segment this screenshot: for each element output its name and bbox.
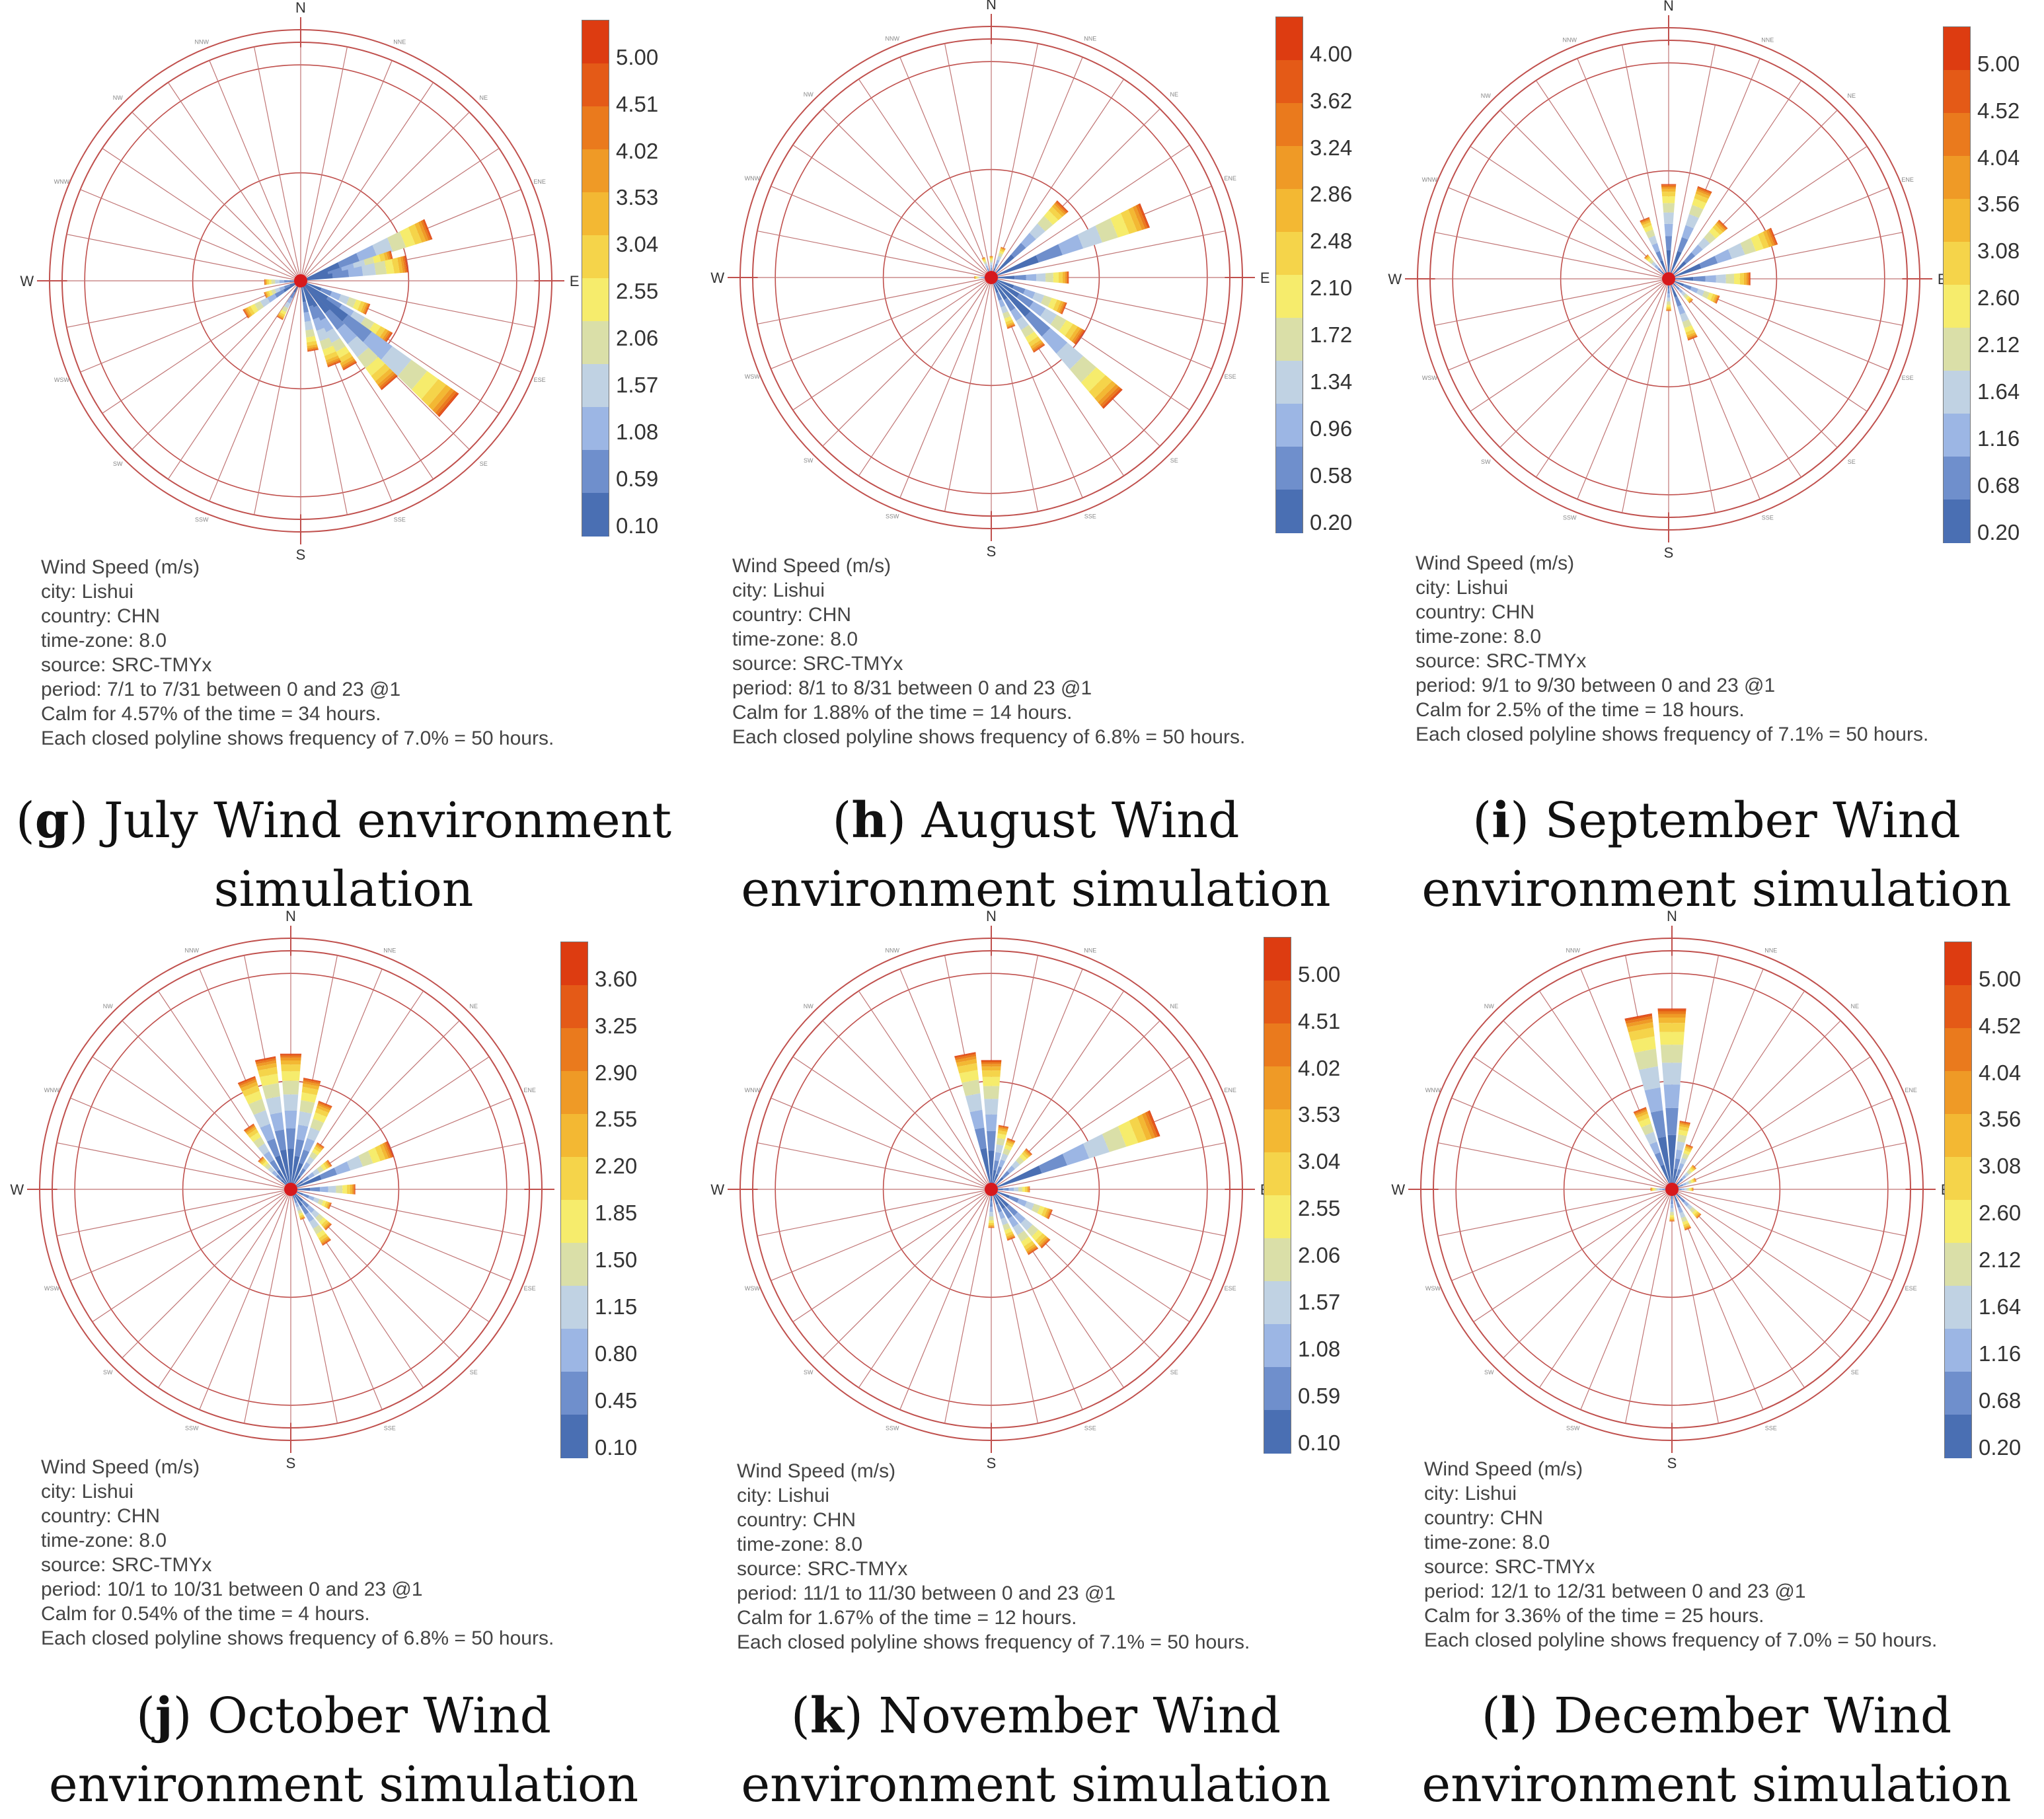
wind-petal bbox=[1669, 1219, 1674, 1220]
direction-spoke bbox=[1672, 1189, 1893, 1281]
wind-petal bbox=[1659, 1018, 1686, 1023]
info-line: source: SRC-TMYx bbox=[1424, 1555, 1937, 1579]
wind-petal bbox=[1658, 1011, 1686, 1014]
wind-petal bbox=[1659, 1023, 1685, 1032]
wind-petal bbox=[1676, 1201, 1681, 1208]
wind-petal bbox=[1639, 1066, 1661, 1091]
wind-petal bbox=[1644, 1088, 1663, 1113]
info-line: country: CHN bbox=[1424, 1506, 1937, 1530]
wind-petal bbox=[1662, 1189, 1665, 1190]
legend-l: 5.00 4.52 4.04 3.56 3.08 2.60 2.12 1.64 1.16 0.68… bbox=[1944, 942, 2037, 1464]
wind-petal bbox=[1662, 1062, 1682, 1084]
direction-spoke bbox=[1503, 1189, 1672, 1358]
direction-spoke bbox=[1451, 1189, 1672, 1281]
legend-swatch bbox=[1945, 1329, 1971, 1372]
wind-petal bbox=[1671, 1204, 1673, 1208]
info-line: city: Lishui bbox=[1424, 1481, 1937, 1506]
wind-petal bbox=[1687, 1188, 1689, 1191]
legend-tick-label: 1.16 bbox=[1979, 1341, 2021, 1366]
direction-label-sw: SW bbox=[1484, 1369, 1494, 1376]
info-line: Calm for 3.36% of the time = 25 hours. bbox=[1424, 1604, 1937, 1628]
legend-swatch bbox=[1945, 942, 1971, 986]
wind-petal bbox=[1677, 1141, 1685, 1150]
wind-petal bbox=[1665, 1108, 1678, 1135]
wind-petal bbox=[1670, 1215, 1675, 1217]
direction-label-wsw: WSW bbox=[1425, 1285, 1441, 1292]
direction-spoke bbox=[1581, 1189, 1672, 1410]
legend-tick-label: 0.68 bbox=[1979, 1388, 2021, 1413]
legend-tick-label: 3.08 bbox=[1979, 1154, 2021, 1179]
legend-swatch bbox=[1945, 1114, 1971, 1158]
wind-petal bbox=[1690, 1188, 1692, 1191]
legend-tick-label: 2.60 bbox=[1979, 1201, 2021, 1226]
wind-petal bbox=[1682, 1189, 1684, 1191]
legend-tick-label: 1.64 bbox=[1979, 1294, 2021, 1319]
calm-center bbox=[1665, 1183, 1679, 1196]
legend-swatch bbox=[1945, 1372, 1971, 1415]
legend-swatch bbox=[1945, 1415, 1971, 1458]
direction-label-wnw: WNW bbox=[1425, 1087, 1441, 1094]
direction-label-ese: ESE bbox=[1905, 1285, 1917, 1292]
info-line: Wind Speed (m/s) bbox=[1424, 1457, 1937, 1481]
wind-petal bbox=[1659, 1032, 1684, 1045]
legend-swatch bbox=[1945, 1028, 1971, 1072]
wind-petal bbox=[1689, 1188, 1690, 1191]
legend-swatch bbox=[1945, 1243, 1971, 1286]
direction-label-nnw: NNW bbox=[1566, 947, 1580, 953]
direction-spoke bbox=[1672, 1021, 1840, 1189]
wind-petal bbox=[1658, 1014, 1686, 1018]
wind-petal bbox=[1652, 1188, 1653, 1191]
legend-tick-label: 0.20 bbox=[1979, 1435, 2021, 1460]
wind-petal bbox=[1670, 1212, 1674, 1215]
direction-label-se: SE bbox=[1851, 1369, 1859, 1376]
wind-petal bbox=[1679, 1189, 1682, 1190]
legend-tick-label: 4.04 bbox=[1979, 1060, 2021, 1086]
direction-label-ssw: SSW bbox=[1566, 1425, 1580, 1432]
wind-petal bbox=[1675, 1150, 1683, 1160]
direction-label-sse: SSE bbox=[1765, 1425, 1777, 1432]
legend-swatch bbox=[1945, 985, 1971, 1029]
wind-petal bbox=[1657, 1188, 1659, 1191]
legend-swatch bbox=[1945, 1071, 1971, 1115]
legend-tick-label: 2.12 bbox=[1979, 1247, 2021, 1273]
wind-petal bbox=[1664, 1084, 1681, 1108]
wind-petal bbox=[1653, 1188, 1655, 1191]
wind-petal bbox=[1669, 1218, 1674, 1219]
wind-petal bbox=[1692, 1188, 1693, 1191]
info-line: Each closed polyline shows frequency of … bbox=[1424, 1628, 1937, 1652]
legend-swatch bbox=[1945, 1157, 1971, 1201]
legend-tick-label: 3.56 bbox=[1979, 1107, 2021, 1132]
info-line: period: 12/1 to 12/31 between 0 and 23 @… bbox=[1424, 1579, 1937, 1604]
wind-petal bbox=[1655, 1188, 1657, 1191]
wind-petal bbox=[1671, 1199, 1673, 1204]
caption-label: l bbox=[1501, 1688, 1519, 1744]
direction-label-ne: NE bbox=[1851, 1003, 1860, 1010]
legend-color-bar bbox=[1944, 942, 1972, 1458]
wind-petal bbox=[1658, 1010, 1686, 1012]
wind-petal bbox=[1659, 1189, 1662, 1191]
direction-label-nne: NNE bbox=[1764, 947, 1777, 953]
legend-swatch bbox=[1945, 1200, 1971, 1244]
direction-label-nw: NW bbox=[1484, 1003, 1494, 1010]
caption-l: (l) December Wind environment simulation bbox=[1391, 1682, 2042, 1819]
legend-swatch bbox=[1945, 1286, 1971, 1329]
direction-label-ene: ENE bbox=[1905, 1087, 1917, 1094]
legend-tick-label: 4.52 bbox=[1979, 1014, 2021, 1039]
info-line: time-zone: 8.0 bbox=[1424, 1530, 1937, 1555]
info-l: Wind Speed (m/s) city: Lishui country: C… bbox=[1424, 1457, 1937, 1652]
wind-petal bbox=[1669, 1220, 1675, 1221]
direction-label-w: W bbox=[1391, 1181, 1405, 1198]
wind-petal bbox=[1684, 1188, 1687, 1191]
direction-spoke bbox=[1672, 1098, 1893, 1189]
wind-petal bbox=[1670, 1208, 1673, 1212]
wind-petal bbox=[1651, 1188, 1652, 1191]
direction-label-n: N bbox=[1667, 908, 1677, 924]
legend-tick-label: 5.00 bbox=[1979, 967, 2021, 992]
wind-petal bbox=[1657, 1008, 1686, 1009]
wind-petal bbox=[1661, 1045, 1683, 1062]
